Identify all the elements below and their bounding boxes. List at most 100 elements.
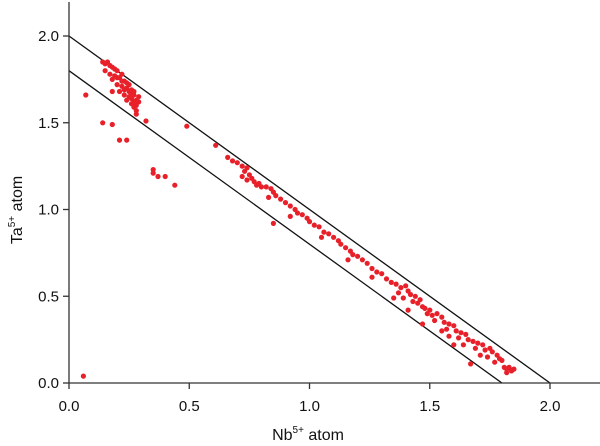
data-point xyxy=(155,173,161,180)
data-point xyxy=(480,342,486,348)
data-point xyxy=(405,307,411,313)
data-point xyxy=(489,349,495,355)
data-point xyxy=(345,257,351,263)
data-point xyxy=(287,203,293,209)
data-point xyxy=(492,359,498,365)
data-point xyxy=(273,193,279,199)
data-point xyxy=(124,97,130,103)
data-point xyxy=(412,293,418,299)
data-point xyxy=(299,212,305,218)
data-point xyxy=(477,352,483,358)
data-point xyxy=(162,173,168,180)
data-point xyxy=(422,305,428,311)
y-tick-label: 1.5 xyxy=(38,115,59,132)
data-point xyxy=(374,269,380,275)
data-point xyxy=(484,354,491,360)
data-point xyxy=(350,252,356,258)
data-point xyxy=(136,99,142,105)
data-point xyxy=(121,87,127,93)
reference-lines xyxy=(68,35,551,384)
x-tick-label: 0.0 xyxy=(59,398,80,415)
data-point xyxy=(143,118,149,124)
data-point xyxy=(451,342,457,348)
data-point xyxy=(460,342,466,348)
data-point xyxy=(150,170,156,176)
data-point xyxy=(453,328,459,334)
data-point xyxy=(338,241,344,247)
data-point xyxy=(282,200,289,206)
data-point xyxy=(109,76,115,82)
y-tick-label: 1.0 xyxy=(38,202,59,219)
data-point xyxy=(239,173,245,180)
data-point xyxy=(446,321,452,327)
data-point xyxy=(343,245,349,251)
data-point xyxy=(318,234,325,240)
data-point xyxy=(434,311,440,317)
data-point xyxy=(403,283,409,289)
data-point xyxy=(311,222,317,228)
data-point xyxy=(369,265,375,272)
data-point xyxy=(475,340,481,346)
data-point xyxy=(326,231,332,237)
data-point xyxy=(331,234,337,240)
data-point xyxy=(172,182,178,188)
data-point xyxy=(456,335,462,341)
data-point xyxy=(391,295,397,301)
data-point xyxy=(287,213,293,219)
data-point xyxy=(131,99,137,105)
data-point xyxy=(511,366,517,372)
data-point xyxy=(119,78,125,84)
axes xyxy=(68,2,600,384)
data-point xyxy=(306,219,313,225)
data-point xyxy=(234,160,240,166)
data-point xyxy=(398,285,404,291)
data-point xyxy=(439,328,445,334)
data-point xyxy=(482,347,488,353)
data-point xyxy=(109,121,115,128)
y-tick-label: 0.0 xyxy=(38,375,59,392)
data-point xyxy=(239,163,245,169)
data-point xyxy=(458,330,464,336)
data-point xyxy=(359,257,365,263)
data-point xyxy=(116,88,123,95)
data-point xyxy=(321,229,327,235)
data-point xyxy=(472,345,478,351)
data-point xyxy=(410,298,416,305)
data-point xyxy=(244,177,250,183)
y-axis-label: Ta5+ atom xyxy=(7,176,26,244)
data-point xyxy=(499,357,505,363)
data-point xyxy=(444,326,450,332)
data-point xyxy=(463,331,469,337)
data-point xyxy=(395,290,402,296)
data-point xyxy=(355,253,361,259)
data-point xyxy=(451,323,457,329)
reference-line-0 xyxy=(68,35,551,384)
data-point xyxy=(116,137,123,143)
data-point xyxy=(407,291,414,298)
y-axis-ticks: 0.0 0.5 1.0 1.5 2.0 xyxy=(38,28,69,392)
data-point xyxy=(83,92,89,98)
data-point xyxy=(109,88,115,95)
data-point xyxy=(100,120,106,126)
data-point xyxy=(379,271,385,277)
data-point xyxy=(114,75,120,81)
data-point xyxy=(229,158,236,164)
data-point xyxy=(465,337,471,343)
data-point xyxy=(316,224,322,230)
data-point xyxy=(294,210,301,216)
data-point xyxy=(119,71,125,77)
data-point xyxy=(400,295,406,301)
x-tick-label: 1.0 xyxy=(299,398,320,415)
data-point xyxy=(136,94,142,100)
data-point xyxy=(439,314,445,320)
data-point xyxy=(121,92,127,98)
x-axis-label: Nb5+ atom xyxy=(272,425,344,444)
data-point xyxy=(429,312,435,318)
data-points xyxy=(80,59,517,379)
data-point xyxy=(263,184,269,190)
data-point xyxy=(369,274,375,280)
data-point xyxy=(133,111,139,117)
data-point xyxy=(266,194,272,200)
data-point xyxy=(468,361,474,367)
